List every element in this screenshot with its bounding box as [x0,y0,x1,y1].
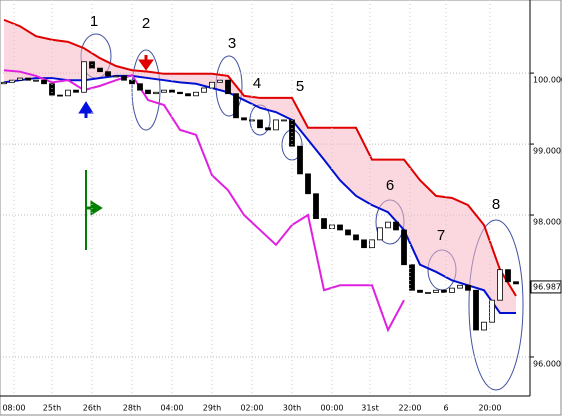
annotation-number: 8 [492,196,500,213]
candle-body [113,75,119,78]
x-tick-label: 29th [203,404,221,413]
candle-body [233,93,239,119]
candle-body [449,287,455,293]
candle-body [369,239,375,249]
candle-body [297,145,303,175]
candle-body [377,227,383,241]
y-tick-label: 96.000 [533,359,561,368]
annotation-number: 1 [90,13,98,30]
candle-body [121,75,127,81]
candle-body [281,119,287,122]
candle-body [49,83,55,96]
plot [0,0,530,396]
candle-body [41,79,47,85]
candle-body [25,77,31,81]
candle-body [209,81,215,89]
candle-body [9,79,15,83]
x-tick-label: 08:00 [2,404,25,413]
down-arrow [138,55,154,71]
candle-body [257,119,263,129]
candle-body [321,218,327,229]
candle-body [145,89,151,95]
annotation-number: 6 [386,177,394,194]
candle-body [457,284,463,289]
candle-body [81,61,87,93]
candle-body [57,94,63,97]
candle-body [497,269,503,301]
ellipse [468,219,524,391]
annotation-number: 2 [142,15,150,32]
candle-body [137,83,143,91]
annotation-number: 5 [296,78,304,95]
candle-body [265,127,271,131]
x-tick-label: 30th [283,404,301,413]
candle-body [225,79,231,95]
x-tick-label: 28th [123,404,141,413]
candle-body [385,221,391,229]
candle-body [185,93,191,97]
candle-body [65,89,71,97]
candle-body [169,89,175,93]
candle-body [481,321,487,331]
x-tick-label: 25th [43,404,61,413]
x-tick-label: 26th [83,404,101,413]
ellipse [131,49,161,131]
candle-body [217,79,223,83]
x-tick-label: 31st [361,404,378,413]
candle-body [97,67,103,73]
x-tick-label: 00:00 [320,404,343,413]
x-tick-label: 22:00 [398,404,421,413]
candle-body [1,81,7,85]
candle-body [153,91,159,95]
candle-body [329,224,335,229]
candle-body [17,77,23,81]
candle-body [73,89,79,93]
x-tick-label: 04:00 [160,404,183,413]
indicator-line [3,69,405,333]
candle-body [433,289,439,293]
candle-body [241,117,247,121]
y-tick-label: 98.000 [533,218,561,227]
candle-body [393,221,399,231]
candle-body [473,289,479,331]
annotation-number: 7 [437,227,445,244]
candle-body [193,91,199,97]
up-arrow [78,101,94,118]
indicator-line [3,18,517,297]
candle-body [161,89,167,93]
price-box [530,280,562,294]
candle-body [425,291,431,294]
candle-body [505,269,511,283]
candle-body [305,173,311,195]
candle-body [337,224,343,231]
annotation-number: 3 [228,35,236,52]
annotation-number: 4 [253,75,261,92]
y-tick-label: 99.000 [533,147,561,156]
price-label: 96.987 [533,282,561,291]
candle-body [441,289,447,293]
candle-body [289,119,295,147]
candle-body [361,239,367,249]
candle-body [177,91,183,95]
candle-body [33,79,39,82]
candle-body [353,234,359,241]
candle-body [417,289,423,293]
candle-body [273,119,279,131]
y-tick-label: 100.000 [533,76,562,85]
x-tick-label: 20:00 [478,404,501,413]
candle-body [409,264,415,291]
x-tick-label: 02:00 [240,404,263,413]
candle-body [201,87,207,93]
candle-body [489,299,495,323]
candle-body [345,229,351,236]
indicator-line [3,74,516,314]
candle-body [401,229,407,266]
candle-body [513,281,519,285]
candle-body [105,71,111,77]
candle-body [465,284,471,291]
x-tick-label: 6 [443,404,448,413]
candle-body [313,193,319,219]
